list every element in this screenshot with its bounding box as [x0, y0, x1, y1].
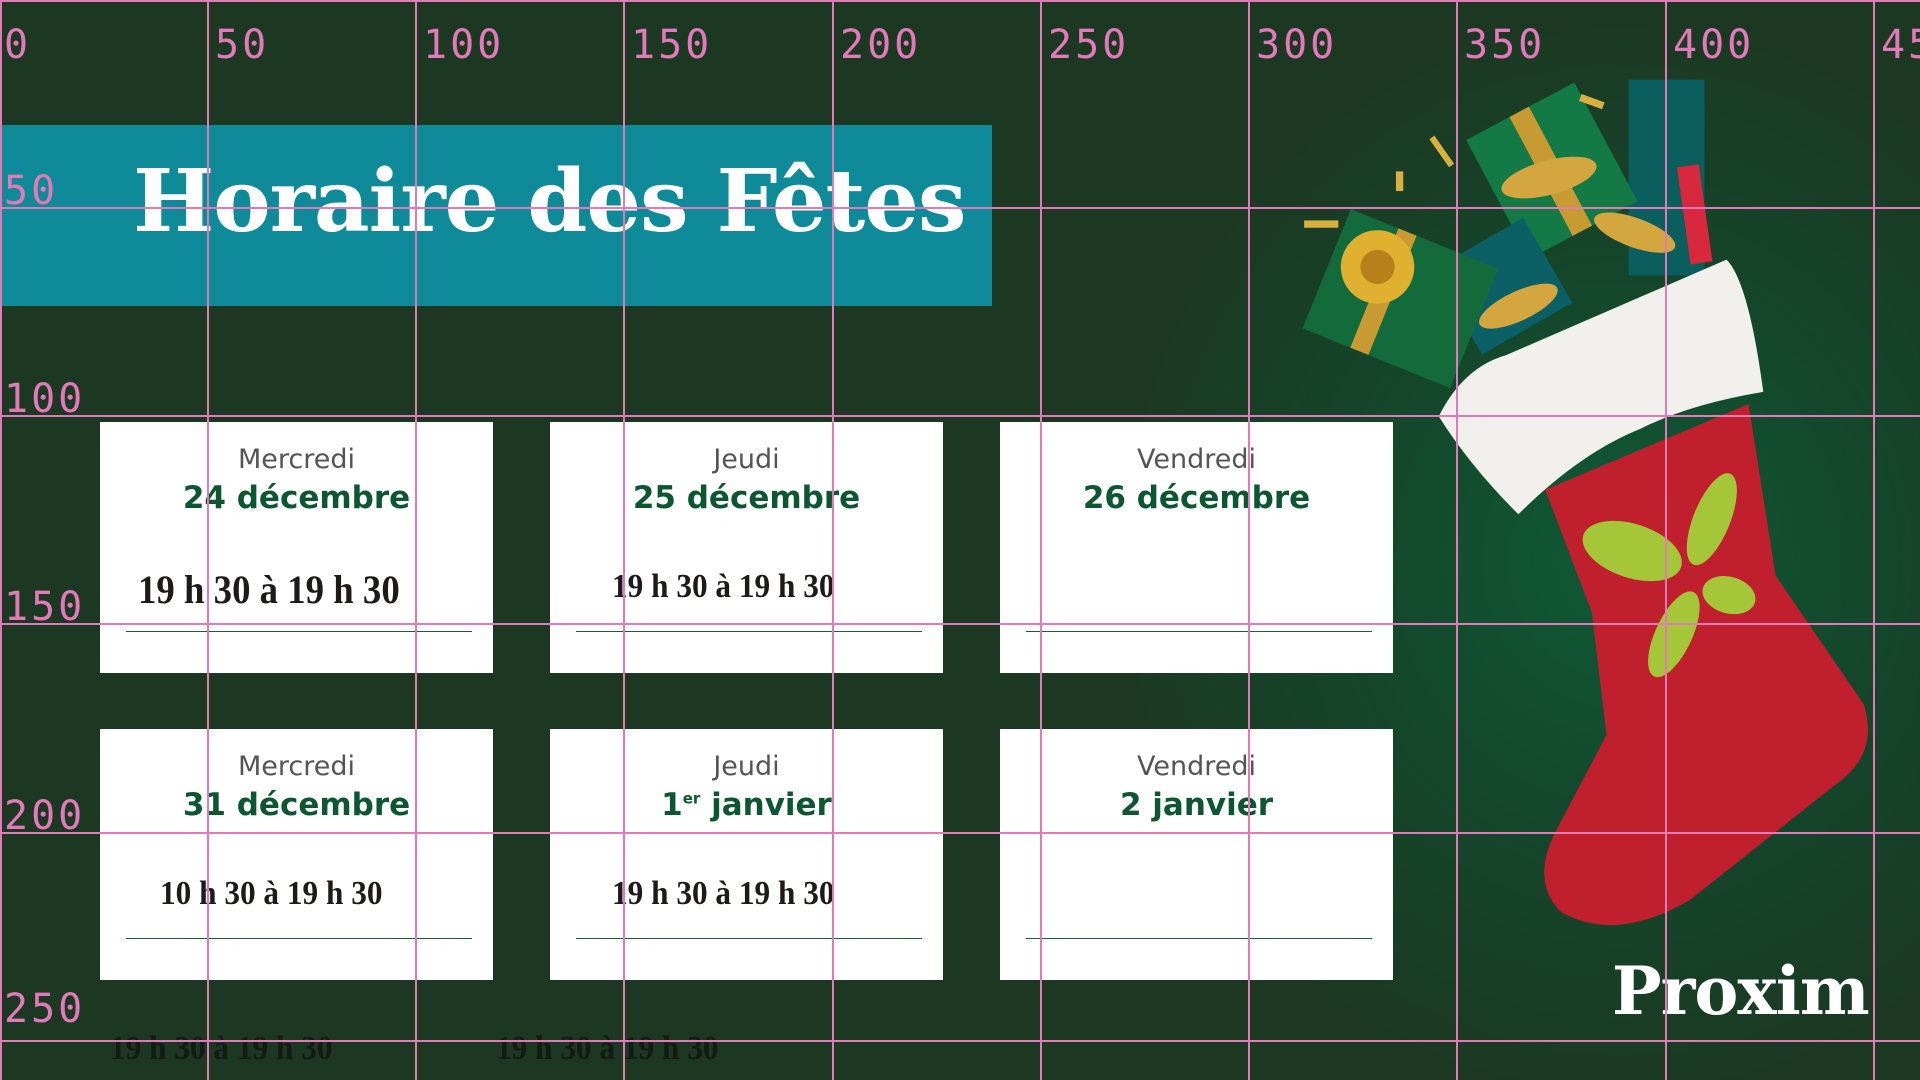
card-date: 24 décembre: [182, 480, 411, 516]
card-day: Jeudi: [713, 751, 780, 782]
grid-label-y: 150: [4, 584, 86, 630]
hours-text: 19 h 30 à 19 h 30: [138, 567, 400, 612]
grid-label-x: 250: [1048, 22, 1130, 68]
card-date: 26 décembre: [1082, 480, 1311, 516]
hours-text: 19 h 30 à 19 h 30: [612, 875, 835, 912]
schedule-card-jan-2: Vendredi 2 janvier: [1000, 729, 1393, 980]
schedule-card-dec-26: Vendredi 26 décembre: [1000, 422, 1393, 673]
stocking-tag: [1676, 164, 1713, 265]
hours-text: 19 h 30 à 19 h 30: [496, 1030, 719, 1067]
hours-text: 19 h 30 à 19 h 30: [110, 1030, 333, 1067]
card-divider: [1026, 631, 1372, 632]
grid-label-y: 200: [4, 793, 86, 839]
card-divider: [126, 938, 472, 939]
grid-label-x: 0: [4, 22, 32, 68]
card-day: Jeudi: [713, 444, 780, 475]
card-date: 2 janvier: [1119, 787, 1274, 823]
card-divider: [576, 938, 922, 939]
grid-label-x: 150: [631, 22, 713, 68]
proxim-leaf-emblem: [1582, 473, 1756, 678]
teal-gift-middle: [1433, 217, 1573, 355]
date-month: janvier: [700, 787, 832, 823]
grid-label-x: 50: [215, 22, 270, 68]
grid-label-x: 400: [1673, 22, 1755, 68]
grid-label-x: 100: [423, 22, 505, 68]
card-day: Vendredi: [1137, 751, 1256, 782]
schedule-card-dec-25: Jeudi 25 décembre: [550, 422, 943, 673]
teal-gift: [1628, 79, 1705, 276]
card-date: 31 décembre: [182, 787, 411, 823]
date-superscript: er: [682, 789, 701, 808]
grid-label-x: 200: [840, 22, 922, 68]
schedule-card-jan-1: Jeudi 1er janvier: [550, 729, 943, 980]
stocking-cuff: [1438, 259, 1764, 515]
grid-label-x: 300: [1256, 22, 1338, 68]
date-number: 1: [661, 787, 683, 823]
hours-text: 10 h 30 à 19 h 30: [160, 875, 383, 912]
grid-label-y: 100: [4, 376, 86, 422]
card-day: Mercredi: [237, 444, 356, 475]
green-gift-top: [1466, 82, 1638, 259]
logo-text: Proxim: [1612, 952, 1870, 1030]
green-gift-left: [1302, 209, 1499, 388]
gift-boxes: [1302, 79, 1713, 388]
gold-bow: [1340, 230, 1415, 304]
schedule-card-dec-24: Mercredi 24 décembre: [100, 422, 493, 673]
card-date: 1er janvier: [550, 787, 943, 823]
hours-text: 19 h 30 à 19 h 30: [612, 568, 835, 605]
title-banner: Horaire des Fêtes: [0, 125, 992, 306]
grid-label-y: 250: [4, 986, 86, 1032]
schedule-card-dec-31: Mercredi 31 décembre: [100, 729, 493, 980]
card-date: 25 décembre: [632, 480, 861, 516]
card-divider: [1026, 938, 1372, 939]
proxim-logo: Proxim: [1612, 952, 1870, 1030]
card-divider: [576, 631, 922, 632]
page-title: Horaire des Fêtes: [133, 151, 966, 252]
card-day: Mercredi: [237, 751, 356, 782]
stocking-body: [1544, 404, 1868, 925]
card-day: Vendredi: [1137, 444, 1256, 475]
grid-label-x: 350: [1464, 22, 1546, 68]
grid-label-x: 45: [1881, 22, 1920, 68]
card-divider: [126, 631, 472, 632]
